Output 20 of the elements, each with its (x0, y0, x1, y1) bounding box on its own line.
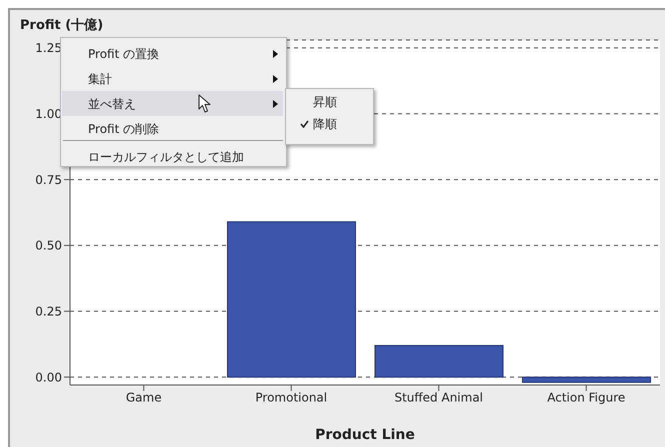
x-tick-label: Promotional (255, 390, 328, 405)
bar (374, 344, 504, 378)
annotation: 並べ替え (88, 96, 136, 113)
x-tick-label: Action Figure (547, 390, 626, 405)
y-axis-title: Profit (十億) (20, 16, 104, 34)
annotation: Profit の置換 (88, 46, 160, 63)
x-tick-label: Stuffed Animal (394, 390, 484, 405)
bar (522, 376, 651, 383)
y-tick-label: 0.75 (35, 172, 62, 187)
annotation: Profit の削除 (88, 121, 160, 138)
annotation: 降順 (313, 116, 337, 133)
x-axis-title: Product Line (315, 427, 415, 443)
x-tick-label: Game (126, 390, 162, 405)
annotation: 昇順 (313, 94, 337, 111)
bar (227, 221, 356, 378)
y-tick-label: 0.25 (35, 304, 62, 319)
y-tick-label: 0.50 (35, 238, 62, 253)
y-tick-label: 0.00 (35, 370, 62, 384)
annotation: ローカルフィルタとして追加 (88, 149, 244, 166)
annotation: 集計 (88, 71, 112, 88)
